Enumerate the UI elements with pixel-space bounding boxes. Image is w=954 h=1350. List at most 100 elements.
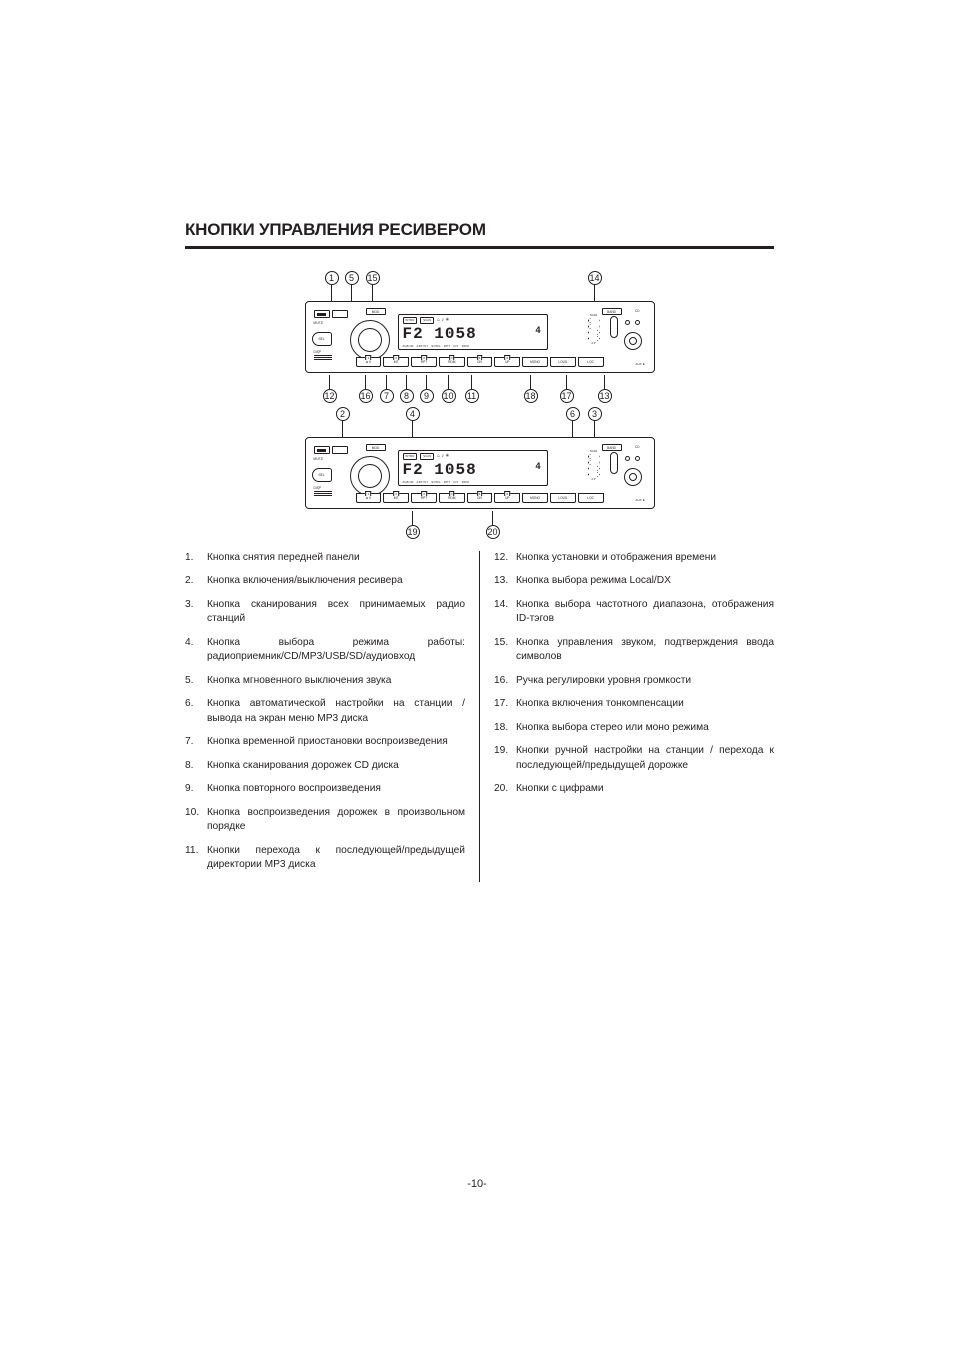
cd-label: CD [635, 309, 640, 313]
preset-button: LOUD [550, 493, 576, 503]
preset-button: 3RPT [411, 357, 437, 367]
disp-lines-icon [314, 491, 332, 497]
callout-19: 19 [406, 511, 420, 539]
callout-4: 4 [406, 407, 420, 437]
nav-arrows: SCAN A.P [582, 450, 606, 490]
list-item: 15.Кнопка управления звуком, подтвержден… [494, 636, 774, 665]
page-number: -10- [0, 1178, 954, 1190]
preset-button: 2INT [383, 357, 409, 367]
lcd-channel: 4 [535, 461, 540, 471]
lcd-display: INTRO SCAN ⌂ ♪ ✳ F2 1058 4 ALBUM ARTIST … [398, 314, 548, 350]
list-item: 1.Кнопка снятия передней панели [185, 551, 465, 565]
callout-1: 1 [325, 271, 339, 301]
left-column: 1.Кнопка снятия передней панели 2.Кнопка … [185, 551, 480, 882]
usb-slot-icon [314, 310, 330, 318]
preset-button: 5DN [467, 357, 493, 367]
list-item: 3.Кнопка сканирования всех принимаемых р… [185, 598, 465, 627]
lcd-frequency: F2 1058 [403, 461, 477, 479]
preset-button: LOC [578, 357, 604, 367]
list-item: 11.Кнопки перехода к последующей/предыду… [185, 844, 465, 873]
list-item: 16.Ручка регулировки уровня громкости [494, 674, 774, 688]
callout-13: 13 [598, 375, 612, 403]
preset-button: LOUD [550, 357, 576, 367]
eject-dot-2 [625, 456, 630, 461]
callout-6: 6 [566, 407, 580, 437]
preset-button: MONO [522, 493, 548, 503]
mute-label: MUTE [314, 321, 324, 325]
preset-button: MONO [522, 357, 548, 367]
disp-lines-icon [314, 355, 332, 361]
callout-9: 9 [420, 375, 434, 403]
eject-dot [635, 320, 640, 325]
right-column: 12.Кнопка установки и отображения времен… [480, 551, 774, 882]
list-item: 4.Кнопка выбора режима работы: радиоприе… [185, 636, 465, 665]
list-item: 9.Кнопка повторного воспроизведения [185, 782, 465, 796]
receiver-face-2: MUTE SEL DISP MOD INTRO SCAN ⌂ ♪ ✳ F2 10… [305, 437, 655, 509]
list-item: 13.Кнопка выбора режима Local/DX [494, 574, 774, 588]
eject-button [624, 468, 642, 486]
aux-label: AUX ► [636, 362, 646, 366]
callout-11: 11 [465, 375, 479, 403]
eject-button [624, 332, 642, 350]
preset-button: 6UP [494, 357, 520, 367]
band-button: BAND [602, 308, 622, 315]
list-item: 14.Кнопка выбора частотного диапазона, о… [494, 598, 774, 627]
lcd-scan-icon: SCAN [420, 317, 434, 324]
callout-2: 2 [336, 407, 350, 437]
lcd-symbols: ⌂ ♪ ✳ [437, 318, 450, 323]
list-item: 5.Кнопка мгновенного выключения звука [185, 674, 465, 688]
ap-label: A.P [582, 342, 606, 345]
list-item: 20.Кнопки с цифрами [494, 782, 774, 796]
list-item: 2.Кнопка включения/выключения ресивера [185, 574, 465, 588]
ap-label: A.P [582, 478, 606, 481]
list-item: 8.Кнопка сканирования дорожек CD диска [185, 759, 465, 773]
lcd-intro-icon: INTRO [403, 453, 418, 460]
sel-button: SEL [312, 468, 332, 482]
diagrams: MUTE SEL DISP MOD INTRO SCAN ⌂ ♪ ✳ F2 10… [305, 271, 655, 539]
list-item: 18.Кнопка выбора стерео или моно режима [494, 721, 774, 735]
callout-18: 18 [524, 375, 538, 403]
lcd-intro-icon: INTRO [403, 317, 418, 324]
disp-label: DISP [314, 486, 321, 490]
pwr-button [332, 446, 348, 454]
page-title: КНОПКИ УПРАВЛЕНИЯ РЕСИВЕРОМ [185, 220, 774, 240]
list-item: 6.Кнопка автоматической настройки на ста… [185, 697, 465, 726]
receiver-face: MUTE SEL DISP MOD INTRO SCAN ⌂ ♪ ✳ F2 10… [305, 301, 655, 373]
sd-slot [610, 452, 618, 474]
eject-dot-2 [625, 320, 630, 325]
diagram-top: MUTE SEL DISP MOD INTRO SCAN ⌂ ♪ ✳ F2 10… [305, 271, 655, 403]
preset-button: 5DN [467, 493, 493, 503]
list-item: 10.Кнопка воспроизведения дорожек в прои… [185, 806, 465, 835]
nav-arrows: SCAN A.P [582, 314, 606, 354]
disp-label: DISP [314, 350, 321, 354]
list-item: 7.Кнопка временной приостановки воспроиз… [185, 735, 465, 749]
cd-label: CD [635, 445, 640, 449]
volume-knob [350, 456, 390, 496]
preset-button: 2INT [383, 493, 409, 503]
callout-5: 5 [345, 271, 359, 301]
callout-10: 10 [442, 375, 456, 403]
list-item: 19.Кнопки ручной настройки на станции / … [494, 744, 774, 773]
pwr-button [332, 310, 348, 318]
callout-7: 7 [380, 375, 394, 403]
title-rule [185, 246, 774, 249]
callout-17: 17 [560, 375, 574, 403]
lcd-modes: ALBUM ARTIST SONG RPT INT RDM [403, 344, 470, 348]
sel-button: SEL [312, 332, 332, 346]
callout-15: 15 [366, 271, 380, 301]
preset-button: 4RDM [439, 493, 465, 503]
callout-3: 3 [588, 407, 602, 437]
sd-slot [610, 316, 618, 338]
description-columns: 1.Кнопка снятия передней панели 2.Кнопка … [185, 551, 774, 882]
lcd-symbols: ⌂ ♪ ✳ [437, 454, 450, 459]
mod-button: MOD [366, 444, 386, 451]
mod-button: MOD [366, 308, 386, 315]
diagram-bottom: MUTE SEL DISP MOD INTRO SCAN ⌂ ♪ ✳ F2 10… [305, 407, 655, 539]
callout-20: 20 [486, 511, 500, 539]
list-item: 12.Кнопка установки и отображения времен… [494, 551, 774, 565]
callout-8: 8 [400, 375, 414, 403]
preset-button: 3RPT [411, 493, 437, 503]
preset-row: 1►II2INT3RPT4RDM5DN6UPMONOLOUDLOC [356, 493, 604, 503]
aux-label: AUX ► [636, 498, 646, 502]
callout-12: 12 [323, 375, 337, 403]
